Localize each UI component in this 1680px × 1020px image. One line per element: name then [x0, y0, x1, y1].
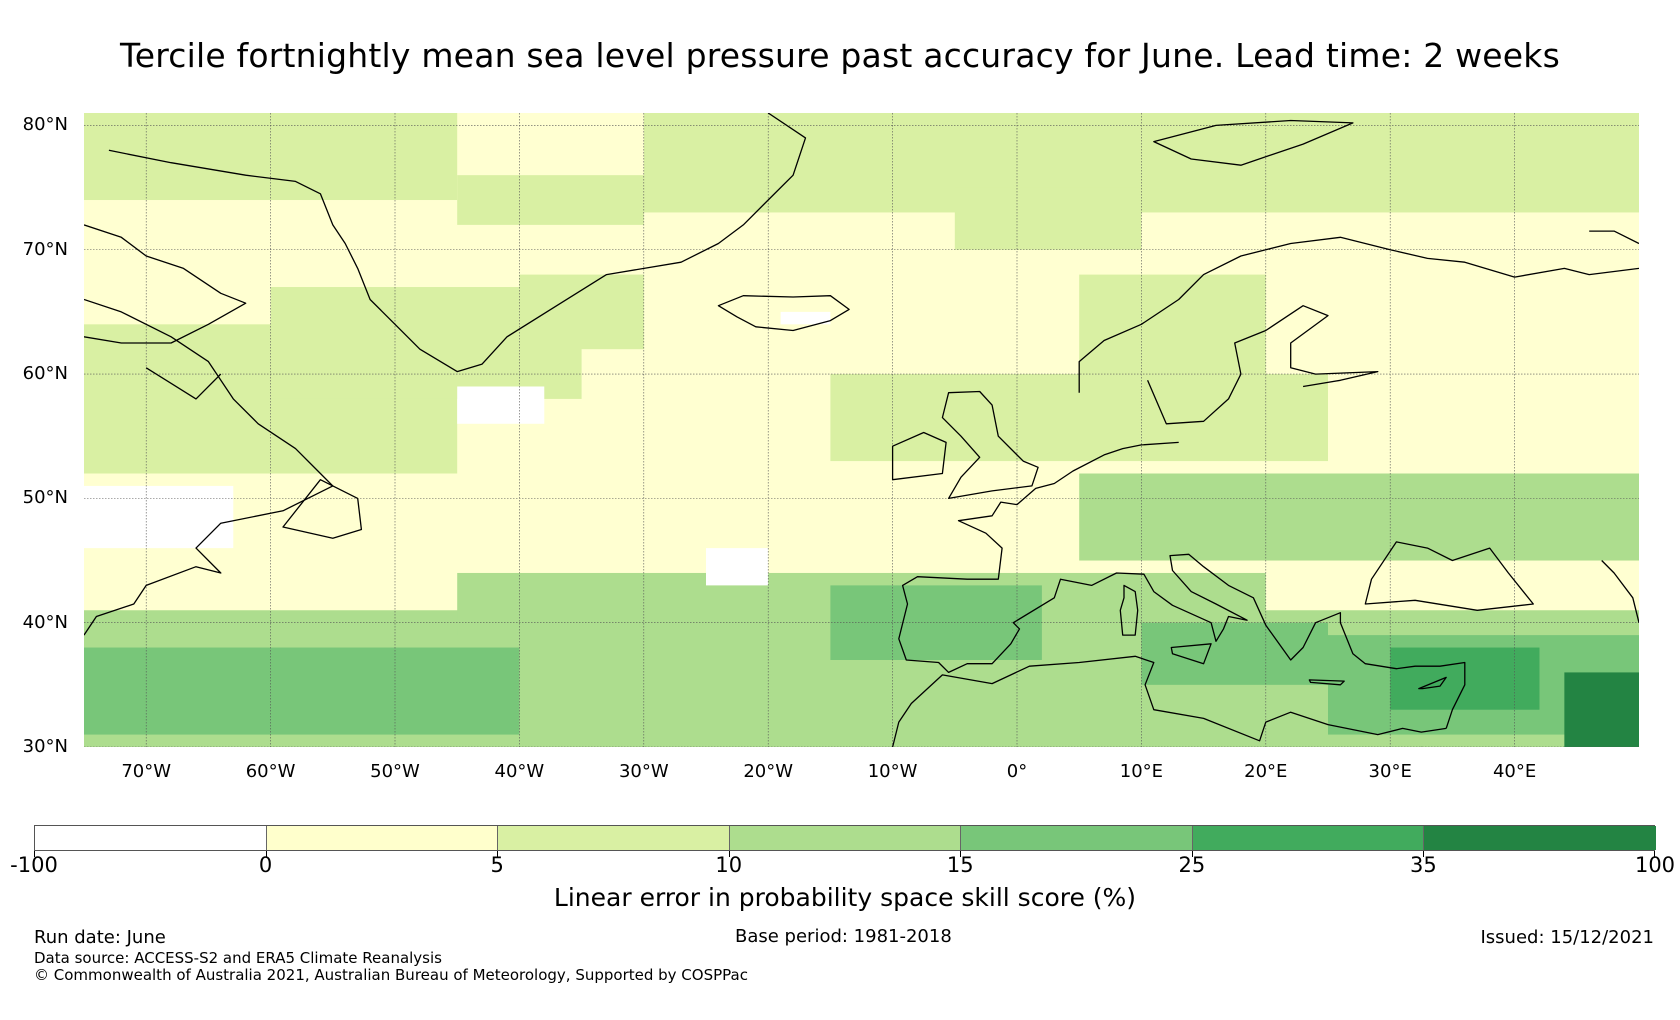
- colorbar-segment: [35, 826, 267, 850]
- colorbar-label: Linear error in probability space skill …: [553, 883, 1137, 912]
- colorbar-segment: [961, 826, 1193, 850]
- coastlines: [84, 113, 1639, 747]
- colorbar-tick-mark: [265, 851, 267, 857]
- cyprus-coast: [1418, 676, 1447, 690]
- longitude-label: 40°W: [494, 761, 545, 782]
- skill-region: [1079, 274, 1266, 375]
- skill-map: [84, 113, 1639, 747]
- svalbard-coast: [1153, 119, 1354, 166]
- skill-map-canvas: [84, 113, 1639, 747]
- data-source: Data source: ACCESS-S2 and ERA5 Climate …: [34, 949, 442, 967]
- skill-region: [780, 311, 831, 325]
- black-sea-coast: [1364, 541, 1534, 611]
- colorbar: [34, 825, 1656, 851]
- skill-region: [519, 274, 644, 350]
- latitude-label: 70°N: [22, 238, 68, 260]
- skill-region: [1141, 622, 1328, 685]
- map-title: Tercile fortnightly mean sea level press…: [119, 36, 1561, 75]
- newfoundland-coast: [282, 479, 363, 539]
- colorbar-tick-label: -100: [10, 853, 58, 877]
- africa-coast: [891, 655, 1447, 747]
- skill-region: [1564, 672, 1639, 747]
- colorbar-tick-mark: [497, 851, 499, 857]
- longitude-label: 50°W: [370, 761, 420, 782]
- colorbar-tick-mark: [1654, 851, 1655, 857]
- graticule: [84, 113, 1639, 747]
- colorbar-tick-mark: [1423, 851, 1425, 857]
- skill-region: [954, 187, 1142, 250]
- skill-region: [706, 548, 769, 586]
- colorbar-tick-label: 10: [715, 853, 743, 877]
- skill-region: [457, 386, 545, 424]
- longitude-label: 10°E: [1119, 761, 1164, 782]
- skill-region: [84, 647, 520, 735]
- scandinavia-coast: [1078, 236, 1639, 393]
- longitude-label: 60°W: [245, 761, 296, 782]
- latitude-label: 60°N: [22, 363, 68, 385]
- latitude-label: 50°N: [22, 487, 68, 509]
- colorbar-tick-label: 35: [1410, 853, 1437, 877]
- great-britain-coast: [941, 390, 1039, 500]
- colorbar-tick-mark: [728, 851, 730, 857]
- colorbar-tick-mark: [960, 851, 962, 857]
- longitude-label: 20°E: [1244, 761, 1288, 782]
- bothnia-coast: [1147, 305, 1379, 425]
- skill-region: [1079, 473, 1639, 561]
- colorbar-tick-mark: [34, 851, 35, 857]
- ireland-coast: [891, 431, 947, 481]
- latitude-label: 80°N: [22, 114, 68, 136]
- colorbar-tick-mark: [1191, 851, 1193, 857]
- colorbar-tick-label: 25: [1178, 853, 1206, 877]
- europe-coast: [898, 441, 1466, 729]
- colorbar-tick-label: 5: [490, 853, 504, 877]
- issued-date: Issued: 15/12/2021: [1480, 927, 1654, 948]
- north-america-coast: [84, 298, 334, 636]
- longitude-label: 30°W: [618, 761, 669, 782]
- caspian-coast: [1601, 560, 1639, 623]
- longitude-label: 0°: [1006, 761, 1028, 782]
- colorbar-segment: [498, 826, 730, 850]
- colorbar-tick-label: 15: [946, 853, 974, 877]
- sicily-coast: [1170, 643, 1212, 665]
- corsica-sardinia-coast: [1119, 584, 1139, 636]
- colorbar-segment: [266, 826, 499, 850]
- novaya-zemlya-coast: [1589, 230, 1639, 245]
- colorbar-segment: [1424, 826, 1656, 850]
- skill-field: [84, 113, 1639, 747]
- skill-region: [84, 485, 234, 549]
- crete-coast: [1308, 679, 1345, 686]
- longitude-label: 20°W: [743, 761, 794, 782]
- labrador-coast: [145, 367, 222, 400]
- copyright-notice: © Commonwealth of Australia 2021, Austra…: [34, 966, 748, 984]
- baffin-island-coast: [84, 224, 247, 344]
- run-date: Run date: June: [34, 927, 166, 948]
- colorbar-segment: [729, 826, 962, 850]
- skill-region: [457, 175, 644, 225]
- latitude-label: 30°N: [22, 736, 68, 757]
- colorbar-tick-label: 100: [1634, 853, 1676, 877]
- longitude-label: 40°E: [1492, 761, 1537, 782]
- colorbar-segment: [1192, 826, 1425, 850]
- longitude-label: 70°W: [121, 761, 172, 782]
- base-period: Base period: 1981-2018: [735, 926, 952, 947]
- longitude-label: 30°E: [1368, 761, 1412, 782]
- longitude-label: 10°W: [867, 761, 918, 782]
- colorbar-tick-label: 0: [258, 853, 273, 877]
- greenland-coast: [108, 113, 807, 373]
- iceland-coast: [717, 295, 850, 332]
- latitude-label: 40°N: [22, 611, 68, 633]
